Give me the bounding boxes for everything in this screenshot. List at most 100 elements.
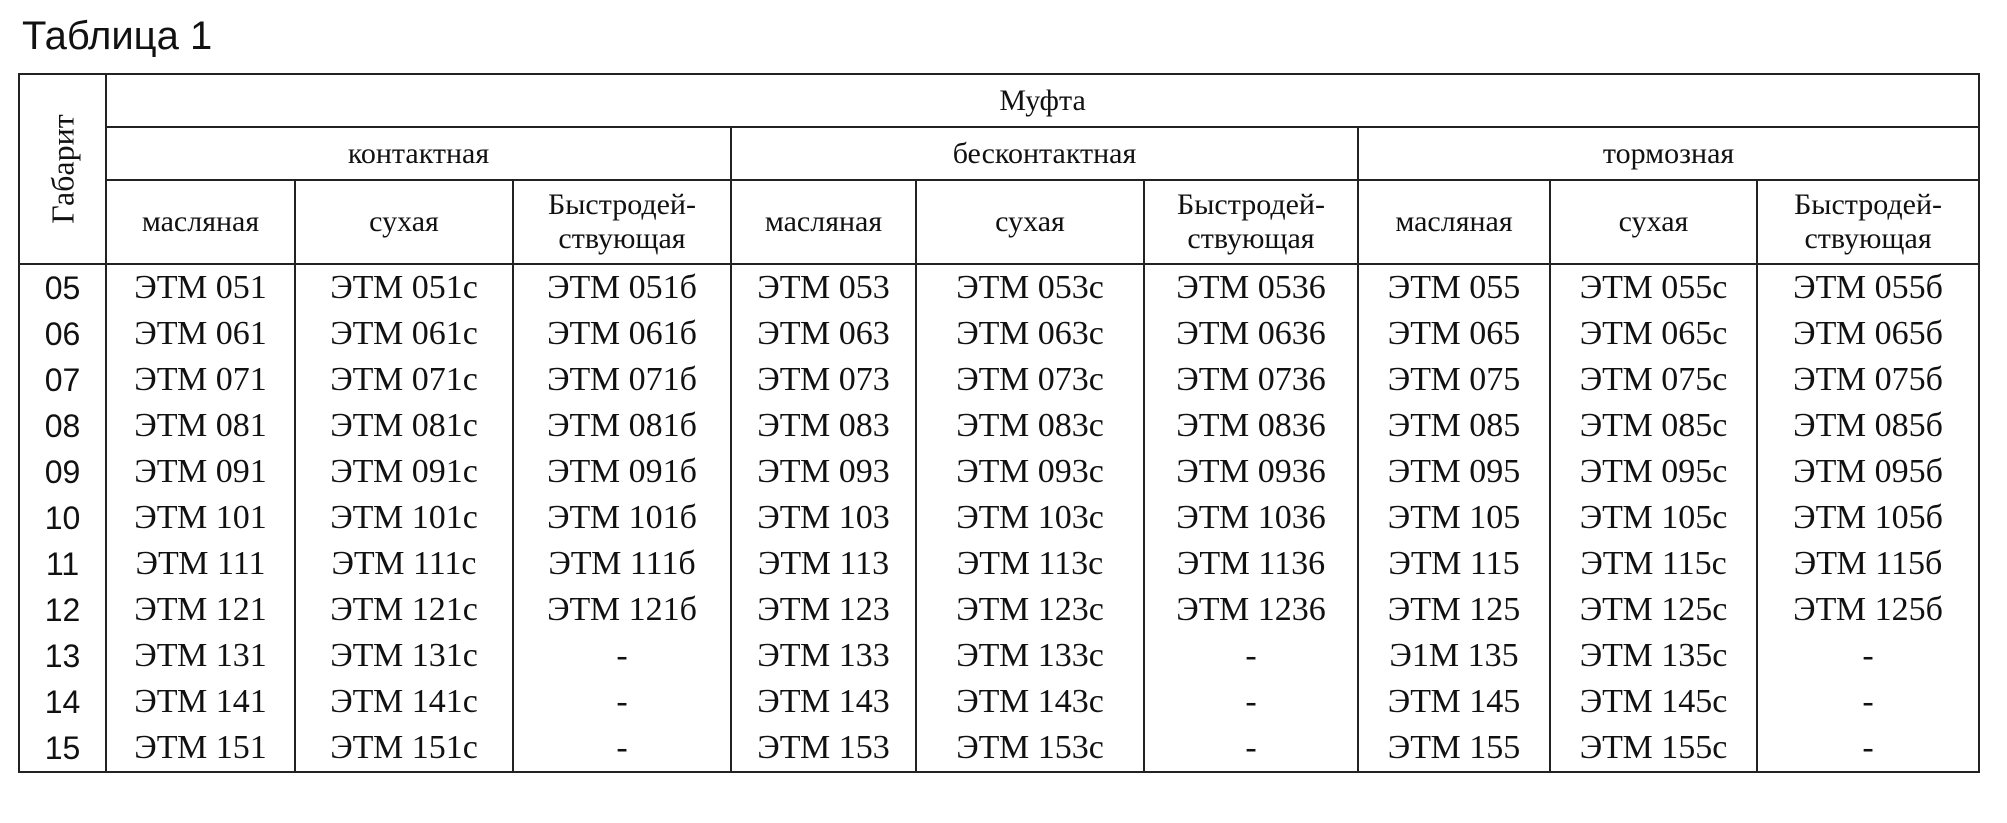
model-cell: ЭТМ 093с [915, 449, 1145, 495]
model-cell: ЭТМ 1036 [1143, 495, 1359, 541]
table-row: 05 ЭТМ 051 ЭТМ 051с ЭТМ 051б ЭТМ 053 ЭТМ 053с… [18, 263, 1981, 311]
model-cell: - [1755, 725, 1981, 773]
model-cell: ЭТМ 143 [730, 679, 917, 725]
table-row: 06 ЭТМ 061 ЭТМ 061с ЭТМ 061б ЭТМ 063 ЭТМ 063с… [18, 311, 1981, 357]
model-cell: Э1М 135 [1357, 633, 1551, 679]
table-row: 10 ЭТМ 101 ЭТМ 101с ЭТМ 101б ЭТМ 103 ЭТМ 103с… [18, 495, 1981, 541]
gabarit-header: Габарит [18, 73, 107, 265]
model-cell: ЭТМ 141с [294, 679, 514, 725]
model-cell: ЭТМ 145 [1357, 679, 1551, 725]
model-cell: ЭТМ 0636 [1143, 311, 1359, 357]
model-cell: ЭТМ 121с [294, 587, 514, 633]
gabarit-cell: 09 [18, 449, 107, 495]
model-cell: ЭТМ 081б [512, 403, 732, 449]
model-cell: - [1143, 679, 1359, 725]
model-cell: ЭТМ 153с [915, 725, 1145, 773]
model-cell: ЭТМ 133 [730, 633, 917, 679]
model-cell: ЭТМ 155 [1357, 725, 1551, 773]
gabarit-cell: 08 [18, 403, 107, 449]
model-cell: ЭТМ 1236 [1143, 587, 1359, 633]
model-cell: ЭТМ 085с [1549, 403, 1758, 449]
model-cell: ЭТМ 115с [1549, 541, 1758, 587]
model-cell: ЭТМ 073 [730, 357, 917, 403]
model-cell: ЭТМ 121 [105, 587, 296, 633]
model-cell: ЭТМ 105 [1357, 495, 1551, 541]
model-cell: ЭТМ 081 [105, 403, 296, 449]
model-cell: ЭТМ 1136 [1143, 541, 1359, 587]
model-cell: ЭТМ 055б [1755, 263, 1981, 311]
model-cell: ЭТМ 095 [1357, 449, 1551, 495]
model-cell: ЭТМ 103 [730, 495, 917, 541]
table-row: 07 ЭТМ 071 ЭТМ 071с ЭТМ 071б ЭТМ 073 ЭТМ 073с… [18, 357, 1981, 403]
model-cell: ЭТМ 151с [294, 725, 514, 773]
gabarit-cell: 13 [18, 633, 107, 679]
model-cell: ЭТМ 081с [294, 403, 514, 449]
table-caption: Таблица 1 [22, 14, 213, 58]
subheader-cell: Быстродей-ствующая [1143, 179, 1359, 265]
table-row: 11 ЭТМ 111 ЭТМ 111с ЭТМ 111б ЭТМ 113 ЭТМ 113с… [18, 541, 1981, 587]
subheader-line: Быстродей- [548, 188, 696, 221]
group-header-brake: тормозная [1356, 126, 1981, 181]
subheader-cell: масляная [730, 179, 917, 265]
gabarit-cell: 11 [18, 541, 107, 587]
model-cell: ЭТМ 113с [915, 541, 1145, 587]
model-cell: ЭТМ 123с [915, 587, 1145, 633]
model-cell: ЭТМ 105с [1549, 495, 1758, 541]
model-cell: ЭТМ 061 [105, 311, 296, 357]
gabarit-cell: 06 [18, 311, 107, 357]
group-header-contactless: бесконтактная [730, 126, 1359, 181]
model-cell: ЭТМ 091б [512, 449, 732, 495]
gabarit-cell: 07 [18, 357, 107, 403]
model-cell: ЭТМ 155с [1549, 725, 1758, 773]
subheader-cell: сухая [294, 179, 514, 265]
model-cell: ЭТМ 0736 [1143, 357, 1359, 403]
model-cell: ЭТМ 051с [294, 263, 514, 311]
model-cell: ЭТМ 085б [1755, 403, 1981, 449]
subheader-cell: масляная [105, 179, 296, 265]
model-cell: ЭТМ 111с [294, 541, 514, 587]
model-cell: ЭТМ 103с [915, 495, 1145, 541]
model-cell: - [1143, 633, 1359, 679]
model-cell: ЭТМ 111 [105, 541, 296, 587]
model-cell: ЭТМ 0836 [1143, 403, 1359, 449]
model-cell: ЭТМ 145с [1549, 679, 1758, 725]
model-cell: ЭТМ 055с [1549, 263, 1758, 311]
table-row: 13 ЭТМ 131 ЭТМ 131с - ЭТМ 133 ЭТМ 133с - Э1М 13… [18, 633, 1981, 679]
coupling-table: Габарит Муфта контактная бесконтактная т… [18, 73, 1981, 773]
model-cell: ЭТМ 073с [915, 357, 1145, 403]
model-cell: ЭТМ 095с [1549, 449, 1758, 495]
subheader-cell: сухая [1549, 179, 1758, 265]
model-cell: ЭТМ 121б [512, 587, 732, 633]
model-cell: ЭТМ 143с [915, 679, 1145, 725]
model-cell: ЭТМ 065с [1549, 311, 1758, 357]
model-cell: ЭТМ 053 [730, 263, 917, 311]
model-cell: ЭТМ 075 [1357, 357, 1551, 403]
subheader-line: Быстродей- [1794, 188, 1943, 221]
gabarit-header-label: Габарит [44, 114, 80, 224]
subheader-cell: сухая [915, 179, 1145, 265]
model-cell: ЭТМ 083 [730, 403, 917, 449]
gabarit-cell: 10 [18, 495, 107, 541]
model-cell: - [512, 725, 732, 773]
model-cell: ЭТМ 151 [105, 725, 296, 773]
model-cell: ЭТМ 071б [512, 357, 732, 403]
model-cell: - [512, 633, 732, 679]
model-cell: ЭТМ 085 [1357, 403, 1551, 449]
subheader-cell: Быстродей-ствующая [1755, 179, 1981, 265]
model-cell: ЭТМ 065 [1357, 311, 1551, 357]
model-cell: ЭТМ 063 [730, 311, 917, 357]
model-cell: ЭТМ 0536 [1143, 263, 1359, 311]
model-cell: - [1755, 679, 1981, 725]
gabarit-cell: 14 [18, 679, 107, 725]
model-cell: ЭТМ 093 [730, 449, 917, 495]
model-cell: ЭТМ 083с [915, 403, 1145, 449]
subheader-cell: масляная [1357, 179, 1551, 265]
model-cell: ЭТМ 091с [294, 449, 514, 495]
model-cell: ЭТМ 095б [1755, 449, 1981, 495]
subheader-line: ствующая [558, 222, 686, 255]
model-cell: ЭТМ 133с [915, 633, 1145, 679]
table-row: 08 ЭТМ 081 ЭТМ 081с ЭТМ 081б ЭТМ 083 ЭТМ 083с… [18, 403, 1981, 449]
table-row: 15 ЭТМ 151 ЭТМ 151с - ЭТМ 153 ЭТМ 153с - ЭТМ 15… [18, 725, 1981, 773]
model-cell: ЭТМ 053с [915, 263, 1145, 311]
model-cell: - [512, 679, 732, 725]
